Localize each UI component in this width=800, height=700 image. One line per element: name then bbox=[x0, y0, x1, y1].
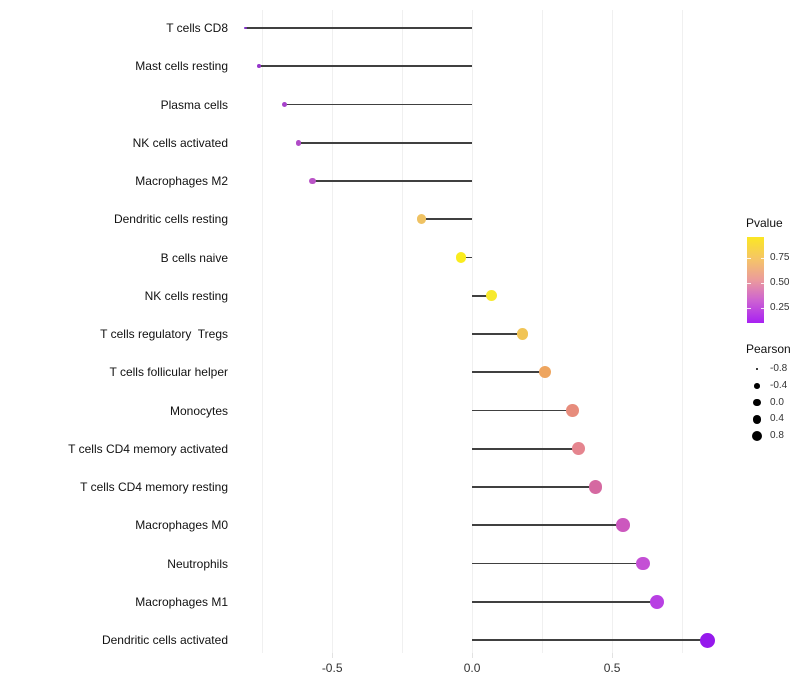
row-label: Dendritic cells resting bbox=[113, 212, 228, 227]
colorbar-tick-label: 0.25 bbox=[770, 302, 790, 313]
row-label: T cells CD4 memory resting bbox=[80, 480, 228, 494]
lollipop-segment bbox=[472, 371, 545, 374]
lollipop-dot bbox=[699, 632, 715, 648]
row-label: Monocytes bbox=[169, 403, 228, 418]
pearson-size-dot bbox=[752, 414, 762, 424]
lollipop-dot bbox=[295, 139, 302, 146]
lollipop-segment bbox=[472, 333, 523, 335]
lollipop-dot bbox=[566, 404, 580, 417]
x-axis-tick bbox=[331, 653, 333, 658]
pearson-size-label: -0.4 bbox=[770, 379, 788, 391]
colorbar-tick-label: 0.50 bbox=[770, 277, 790, 288]
lollipop-segment bbox=[472, 562, 643, 565]
x-gridline bbox=[611, 10, 613, 653]
row-label: Macrophages M2 bbox=[135, 174, 228, 188]
lollipop-dot bbox=[243, 26, 247, 30]
lollipop-segment bbox=[245, 27, 473, 29]
lollipop-dot bbox=[516, 328, 529, 340]
colorbar-tick-mark bbox=[760, 258, 764, 260]
pearson-size-label: 0.0 bbox=[770, 396, 784, 408]
x-gridline bbox=[541, 10, 543, 653]
x-gridline bbox=[261, 10, 263, 653]
pearson-size-dot bbox=[753, 398, 761, 407]
row-label: Macrophages M0 bbox=[135, 518, 228, 533]
x-axis-tick bbox=[471, 653, 473, 658]
x-gridline bbox=[331, 10, 333, 653]
lollipop-segment bbox=[472, 524, 624, 527]
lollipop-dot bbox=[588, 480, 602, 494]
row-label: T cells CD8 bbox=[166, 21, 228, 35]
row-label: B cells naive bbox=[160, 250, 228, 265]
lollipop-segment bbox=[472, 409, 573, 412]
x-gridline bbox=[401, 10, 403, 653]
colorbar-tick-mark bbox=[747, 283, 751, 285]
lollipop-dot bbox=[416, 214, 427, 224]
lollipop-segment bbox=[460, 256, 473, 259]
pearson-size-dot bbox=[755, 367, 759, 371]
colorbar-tick-label: 0.75 bbox=[770, 252, 790, 263]
lollipop-segment bbox=[284, 103, 473, 106]
colorbar-tick-mark bbox=[747, 308, 751, 310]
lollipop-dot bbox=[635, 556, 650, 571]
colorbar-tick-mark bbox=[747, 258, 751, 260]
row-label: Dendritic cells activated bbox=[101, 633, 228, 647]
row-label: T cells CD4 memory activated bbox=[68, 441, 228, 456]
lollipop-dot bbox=[486, 290, 498, 302]
row-label: Mast cells resting bbox=[135, 59, 228, 74]
x-gridline bbox=[681, 10, 683, 653]
lollipop-segment bbox=[298, 141, 473, 144]
lollipop-segment bbox=[472, 600, 657, 603]
lollipop-dot bbox=[455, 252, 467, 263]
x-tick-label: 0.0 bbox=[463, 661, 481, 675]
row-label: Plasma cells bbox=[160, 97, 228, 112]
x-tick-label: -0.5 bbox=[321, 661, 343, 675]
lollipop-dot bbox=[572, 442, 585, 456]
lollipop-segment bbox=[421, 218, 473, 221]
row-label: NK cells resting bbox=[144, 288, 228, 303]
lollipop-dot bbox=[257, 64, 262, 69]
colorbar-tick-mark bbox=[760, 308, 764, 310]
row-label: T cells follicular helper bbox=[109, 365, 229, 380]
colorbar-tick-mark bbox=[760, 283, 764, 285]
pearson-size-dot bbox=[754, 382, 760, 389]
lollipop-segment bbox=[472, 294, 492, 297]
lollipop-segment bbox=[312, 180, 473, 182]
lollipop-dot bbox=[282, 101, 288, 108]
row-label: T cells regulatory Tregs bbox=[100, 327, 228, 341]
x-tick-label: 0.5 bbox=[603, 661, 621, 675]
row-label: NK cells activated bbox=[132, 135, 228, 150]
pvalue-legend-title: Pvalue bbox=[746, 216, 783, 230]
lollipop-segment bbox=[472, 447, 579, 450]
lollipop-segment bbox=[259, 65, 473, 68]
lollipop-dot bbox=[616, 518, 631, 533]
row-label: Macrophages M1 bbox=[135, 594, 228, 609]
pearson-size-label: -0.8 bbox=[770, 363, 788, 374]
pvalue-colorbar bbox=[747, 237, 764, 323]
lollipop-dot bbox=[538, 366, 551, 379]
lollipop-segment bbox=[472, 486, 596, 488]
x-axis-tick bbox=[611, 653, 613, 658]
row-label: Neutrophils bbox=[167, 556, 228, 571]
pearson-size-dot bbox=[752, 431, 762, 441]
pearson-size-label: 0.4 bbox=[770, 413, 784, 425]
pearson-size-label: 0.8 bbox=[770, 430, 784, 441]
lollipop-segment bbox=[472, 639, 708, 641]
x-gridline bbox=[471, 10, 473, 653]
lollipop-dot bbox=[309, 177, 316, 185]
lollipop-dot bbox=[649, 594, 664, 609]
pearson-legend-title: Pearson bbox=[746, 342, 791, 356]
